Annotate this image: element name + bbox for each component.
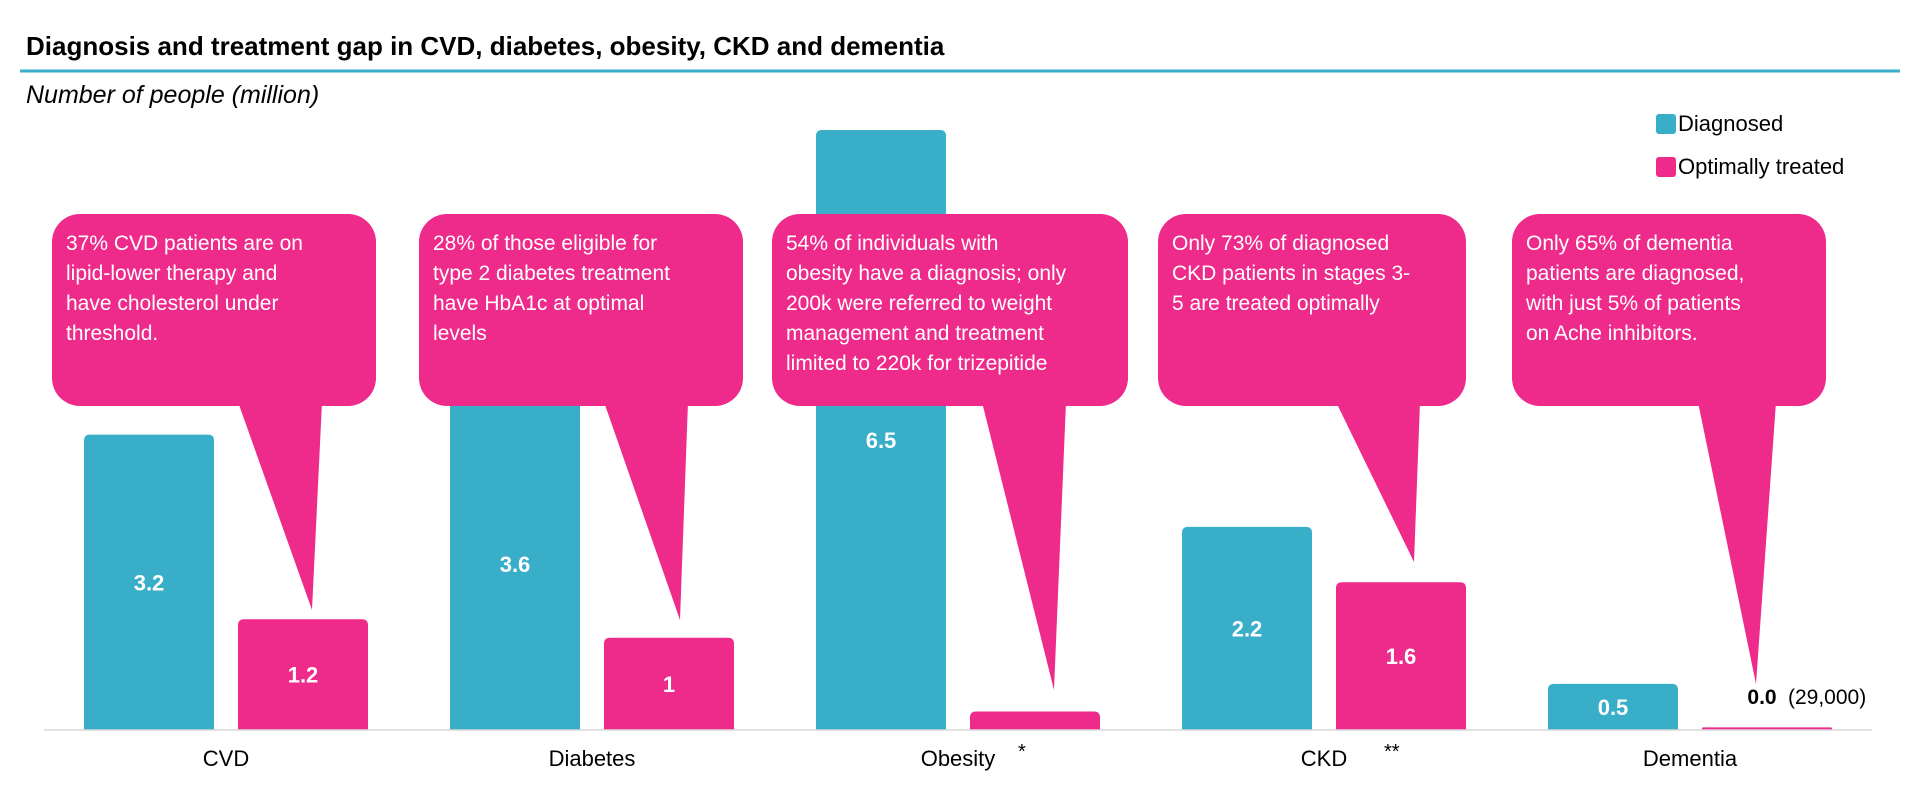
category-mark-ckd: **: [1384, 741, 1400, 763]
value-label-diagnosed-obesity: 6.5: [866, 428, 897, 453]
chart-title: Diagnosis and treatment gap in CVD, diab…: [26, 31, 945, 61]
value-label-optimally-treated-cvd: 1.2: [288, 663, 319, 688]
category-label-cvd: CVD: [203, 746, 249, 771]
value-label-diagnosed-dementia: 0.5: [1598, 695, 1629, 720]
bar-optimally-treated-ckd: [1336, 582, 1466, 730]
callout-text: 28% of those eligible for type 2 diabetes…: [433, 232, 670, 345]
callout-pointer: [982, 402, 1066, 690]
callout-box: [772, 214, 1128, 406]
category-label-ckd: CKD: [1301, 746, 1347, 771]
callout-ckd: Only 73% of diagnosed CKD patients in sta…: [1158, 214, 1466, 562]
callout-box: [419, 214, 743, 406]
legend-swatch-diagnosed: [1656, 114, 1676, 134]
category-label-diabetes: Diabetes: [549, 746, 636, 771]
legend-label-optimally-treated: Optimally treated: [1678, 154, 1844, 179]
labels-layer: 3.2 1.2 3.6 1 6.5 2.2 1.6 0.5 0.0 (29,000): [134, 428, 1867, 720]
bar-diagnosed-cvd: [84, 434, 214, 730]
value-label-optimally-treated-ckd: 1.6: [1386, 644, 1417, 669]
callout-box: [52, 214, 376, 406]
callout-box: [1512, 214, 1826, 406]
callout-dementia: Only 65% of dementia patients are diagnos…: [1512, 214, 1826, 684]
bar-diagnosed-diabetes: [450, 397, 580, 730]
value-label-diagnosed-diabetes: 3.6: [500, 552, 531, 577]
value-label-optimally-treated-diabetes: 1: [663, 672, 675, 697]
chart-subtitle: Number of people (million): [26, 81, 319, 109]
bar-diagnosed-ckd: [1182, 526, 1312, 730]
callout-pointer: [604, 402, 688, 620]
category-mark-obesity: *: [1018, 741, 1026, 763]
callouts-layer: 37% CVD patients are on lipid-lower thera…: [52, 214, 1826, 690]
extra-label-dementia: (29,000): [1788, 686, 1866, 709]
legend-label-diagnosed: Diagnosed: [1678, 111, 1783, 136]
callout-text: Only 73% of diagnosed CKD patients in sta…: [1172, 232, 1410, 315]
value-label-optimally-treated-dementia: 0.0: [1747, 686, 1776, 709]
category-label-obesity: Obesity: [921, 746, 996, 771]
callout-cvd: 37% CVD patients are on lipid-lower thera…: [52, 214, 376, 610]
callout-text: 37% CVD patients are on lipid-lower thera…: [66, 232, 303, 345]
callout-obesity: 54% of individuals with obesity have a di…: [772, 214, 1128, 690]
bar-optimally-treated-cvd: [238, 619, 368, 730]
callout-text: Only 65% of dementia patients are diagnos…: [1525, 232, 1744, 345]
bar-optimally-treated-obesity: [970, 711, 1100, 730]
category-label-dementia: Dementia: [1643, 746, 1738, 771]
value-label-diagnosed-cvd: 3.2: [134, 570, 165, 595]
bar-diagnosed-dementia: [1548, 683, 1678, 730]
callout-text: 54% of individuals with obesity have a di…: [786, 232, 1067, 375]
callout-diabetes: 28% of those eligible for type 2 diabetes…: [419, 214, 743, 620]
callout-pointer: [238, 402, 322, 610]
bar-optimally-treated-diabetes: [604, 637, 734, 730]
value-label-diagnosed-ckd: 2.2: [1232, 616, 1263, 641]
legend-swatch-optimally-treated: [1656, 157, 1676, 177]
callout-box: [1158, 214, 1466, 406]
callout-pointer: [1336, 402, 1420, 562]
legend: Diagnosed Optimally treated: [1656, 111, 1844, 179]
x-axis-labels: CVD Diabetes Obesity * CKD ** Dementia: [203, 741, 1738, 771]
callout-pointer: [1698, 402, 1776, 684]
